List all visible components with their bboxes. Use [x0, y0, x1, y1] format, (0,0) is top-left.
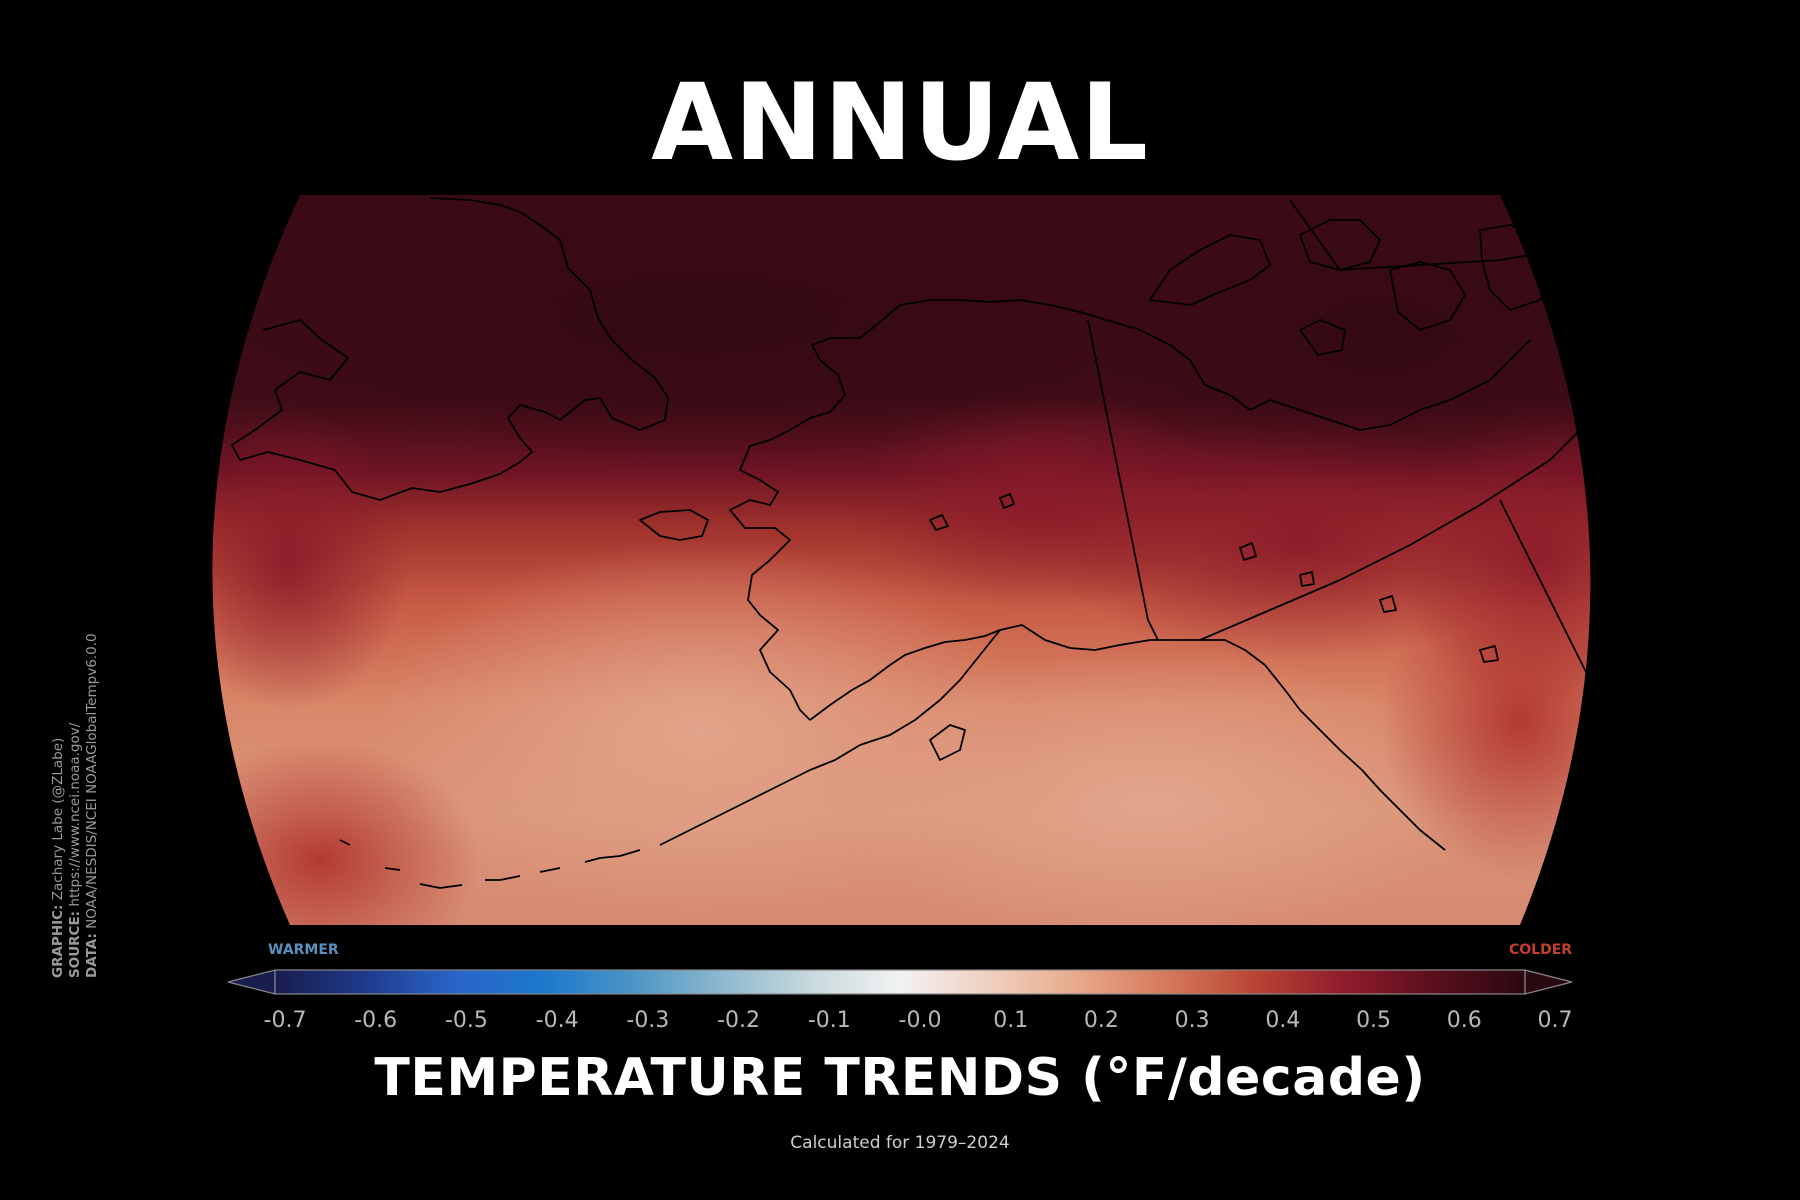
colorbar	[227, 969, 1573, 995]
colorbar-right-arrow	[1524, 969, 1573, 995]
colorbar-tick-label: 0.5	[1356, 1008, 1392, 1033]
colorbar-left-arrow	[227, 969, 276, 995]
colorbar-tick-label: -0.6	[354, 1008, 398, 1033]
coastlines	[231, 197, 1613, 889]
colorbar-tick-label: -0.4	[535, 1008, 579, 1033]
colorbar-tick-label: 0.7	[1537, 1008, 1573, 1033]
colorbar-tick-label: 0.6	[1446, 1008, 1482, 1033]
colorbar-tick-label: 0.4	[1265, 1008, 1301, 1033]
colorbar-tick-label: 0.1	[993, 1008, 1029, 1033]
colorbar-ticks: -0.7 -0.6 -0.5 -0.4 -0.3 -0.2 -0.1 -0.0 0.1 0.2 0.…	[0, 1008, 1800, 1038]
colorbar-tick-label: -0.0	[898, 1008, 942, 1033]
source-value: https://www.ncei.noaa.gov/	[67, 722, 83, 907]
graphic-label: GRAPHIC:	[50, 904, 66, 978]
data-label: DATA:	[84, 933, 100, 978]
graphic-value: Zachary Labe (@ZLabe)	[50, 737, 66, 901]
colorbar-warmer-label: WARMER	[268, 942, 339, 958]
colorbar-tick-label: -0.1	[807, 1008, 851, 1033]
source-label: SOURCE:	[67, 910, 83, 978]
colorbar-gradient	[274, 969, 1526, 995]
colorbar-tick-label: -0.2	[717, 1008, 761, 1033]
units-label: TEMPERATURE TRENDS (°F/decade)	[374, 1048, 1426, 1108]
colorbar-tick-label: 0.3	[1174, 1008, 1210, 1033]
trend-field	[212, 195, 1591, 925]
colorbar-tick-label: -0.3	[626, 1008, 670, 1033]
colorbar-colder-label: COLDER	[1509, 942, 1573, 958]
credits: GRAPHIC: Zachary Labe (@ZLabe) SOURCE: h…	[50, 633, 101, 978]
period-label: Calculated for 1979–2024	[790, 1133, 1010, 1153]
map-title: ANNUAL	[651, 61, 1149, 184]
colorbar-tick-label: 0.2	[1083, 1008, 1119, 1033]
data-value: NOAA/NESDIS/NCEI NOAAGlobalTempv6.0.0	[84, 633, 100, 929]
colorbar-tick-label: -0.5	[444, 1008, 488, 1033]
colorbar-tick-label: -0.7	[263, 1008, 307, 1033]
